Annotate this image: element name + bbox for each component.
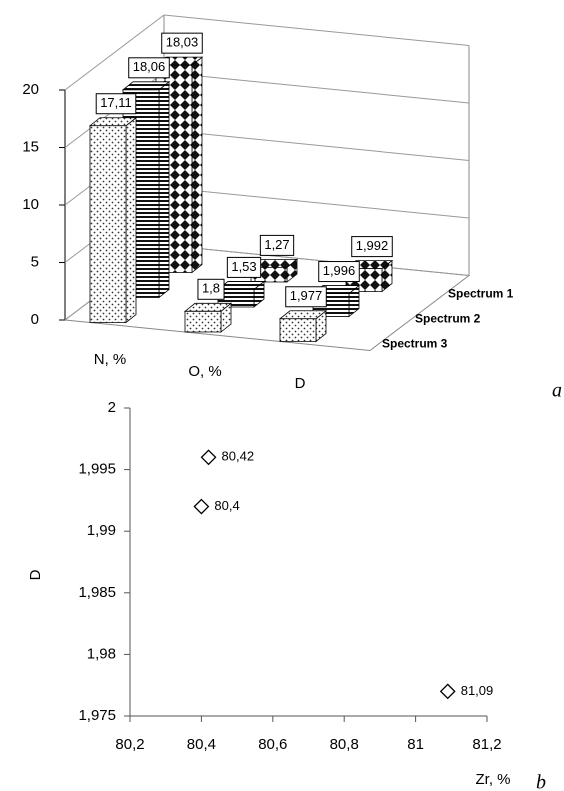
value-label-box bbox=[226, 256, 262, 278]
value-label-box bbox=[351, 236, 393, 258]
value-label: 18,03 bbox=[166, 35, 199, 50]
bar-face bbox=[158, 80, 170, 299]
y-axis-label: D bbox=[27, 569, 44, 580]
value-label-box bbox=[161, 32, 203, 54]
value-label: 1,996 bbox=[323, 263, 356, 278]
bar bbox=[88, 116, 138, 324]
y-tick-label: 1,995 bbox=[78, 461, 116, 478]
marker bbox=[200, 449, 217, 466]
value-label: 1,992 bbox=[356, 238, 389, 253]
x-tick-label: 80,8 bbox=[330, 736, 359, 753]
value-label: 1,977 bbox=[290, 288, 323, 303]
legend-label: Spectrum 3 bbox=[382, 337, 448, 351]
y-tick-label: 1,975 bbox=[78, 707, 116, 724]
value-label-box bbox=[259, 234, 295, 256]
grid-line bbox=[163, 14, 470, 46]
x-tick-label: 80,2 bbox=[115, 736, 144, 753]
panel-label: b bbox=[536, 772, 546, 791]
y-tick-label: 1,985 bbox=[78, 584, 116, 601]
value-label-box bbox=[197, 278, 225, 300]
value-label-box bbox=[318, 261, 360, 283]
bar-face bbox=[279, 318, 317, 342]
grid-line bbox=[163, 244, 470, 276]
grid-line bbox=[163, 187, 470, 219]
value-label: 1,8 bbox=[202, 281, 220, 296]
y-tick-label: 1,98 bbox=[87, 645, 116, 662]
data-label: 80,42 bbox=[222, 449, 255, 464]
bar-face bbox=[89, 125, 127, 323]
data-label: 80,4 bbox=[214, 498, 239, 513]
bar bbox=[216, 280, 266, 308]
value-label-box bbox=[128, 57, 170, 79]
bar-face bbox=[191, 56, 203, 274]
y-tick-label: 15 bbox=[22, 138, 39, 155]
bar-face bbox=[184, 310, 222, 333]
bar bbox=[183, 302, 233, 333]
x-tick-label: 81 bbox=[407, 736, 424, 753]
x-tick-label: D bbox=[295, 375, 306, 392]
y-tick-label: 2 bbox=[108, 399, 116, 416]
data-label: 81,09 bbox=[461, 683, 494, 698]
value-label-box bbox=[95, 93, 137, 115]
grid-line bbox=[163, 72, 470, 104]
y-tick-label: 20 bbox=[22, 81, 39, 98]
marker bbox=[439, 683, 456, 700]
x-tick-label: 80,4 bbox=[187, 736, 216, 753]
bar bbox=[249, 258, 299, 283]
panel-label: a bbox=[552, 380, 562, 402]
y-tick-label: 0 bbox=[31, 311, 39, 328]
grid-line bbox=[163, 129, 470, 161]
value-label: 18,06 bbox=[133, 59, 166, 74]
value-label: 1,27 bbox=[264, 237, 289, 252]
legend-label: Spectrum 2 bbox=[415, 312, 481, 326]
x-tick-label: O, % bbox=[188, 363, 221, 380]
x-tick-label: 81,2 bbox=[472, 736, 501, 753]
x-tick-label: N, % bbox=[94, 351, 127, 368]
bar-face bbox=[125, 116, 137, 324]
grid-line bbox=[64, 14, 165, 91]
value-label-box bbox=[285, 286, 327, 308]
bar bbox=[278, 309, 328, 343]
value-label: 1,53 bbox=[231, 259, 256, 274]
x-axis-label: Zr, % bbox=[475, 771, 510, 788]
y-tick-label: 1,99 bbox=[87, 522, 116, 539]
marker bbox=[193, 498, 210, 515]
value-label: 17,11 bbox=[100, 95, 132, 110]
legend-label: Spectrum 1 bbox=[448, 287, 514, 301]
x-tick-label: 80,6 bbox=[258, 736, 287, 753]
y-tick-label: 10 bbox=[22, 196, 39, 213]
y-tick-label: 5 bbox=[31, 253, 39, 270]
